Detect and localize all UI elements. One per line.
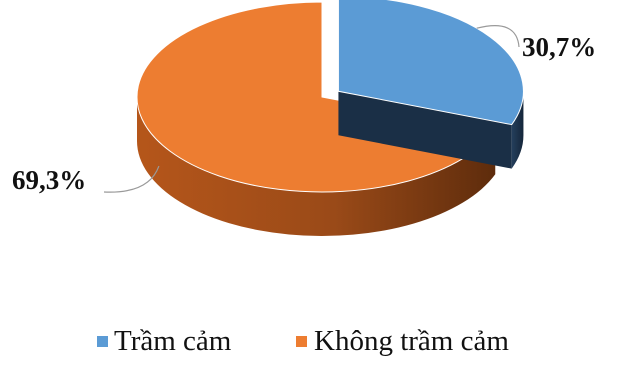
leader-lines <box>103 25 520 193</box>
leader-line-khong-tram-cam <box>103 165 160 193</box>
legend-swatch-khong-tram-cam <box>296 336 307 347</box>
legend: Trầm cảm Không trầm cảm <box>97 325 509 357</box>
legend-label-khong-tram-cam: Không trầm cảm <box>314 325 509 357</box>
slice-khong-tram-cam-side <box>137 97 496 236</box>
leader-line-tram-cam <box>476 25 520 48</box>
data-label-khong-tram-cam: 69,3% <box>12 165 86 195</box>
slice-tram-cam-cut-face <box>338 91 512 169</box>
data-label-tram-cam: 30,7% <box>522 32 596 62</box>
slice-tram-cam-top <box>337 0 524 126</box>
legend-swatch-tram-cam <box>97 336 108 347</box>
pie-slices <box>136 0 524 236</box>
legend-label-tram-cam: Trầm cảm <box>114 325 232 357</box>
slice-tram-cam-side <box>511 91 524 169</box>
